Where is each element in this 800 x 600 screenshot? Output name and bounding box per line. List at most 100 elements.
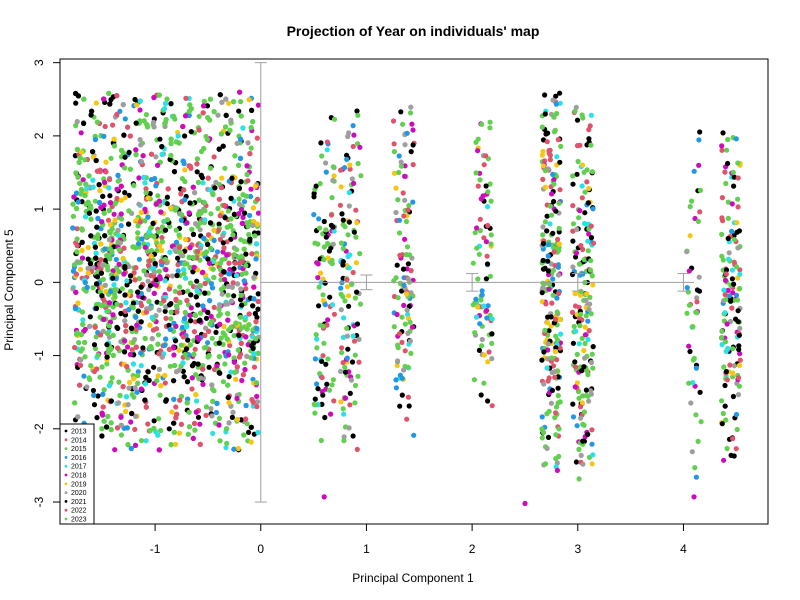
- data-point: [220, 249, 226, 255]
- data-point: [215, 205, 221, 212]
- data-point: [315, 261, 321, 267]
- data-point: [226, 271, 232, 277]
- data-point: [96, 182, 102, 188]
- data-point: [587, 123, 593, 129]
- data-point: [556, 426, 562, 432]
- data-point: [231, 359, 237, 365]
- data-point: [232, 369, 238, 375]
- data-point: [172, 338, 179, 344]
- data-point: [180, 158, 186, 164]
- data-point: [133, 152, 139, 158]
- data-point: [722, 169, 728, 175]
- data-point: [231, 266, 237, 272]
- data-point: [230, 232, 236, 238]
- data-point: [725, 160, 731, 167]
- data-point: [72, 344, 78, 351]
- legend: 2013201420152016201720182019202020212022…: [59, 423, 95, 525]
- data-point: [107, 222, 114, 228]
- data-point: [174, 309, 180, 315]
- data-point: [228, 216, 234, 222]
- data-point: [165, 186, 171, 192]
- data-point: [93, 255, 99, 261]
- data-point: [696, 288, 703, 294]
- data-point: [692, 465, 698, 471]
- data-point: [138, 350, 144, 356]
- data-point: [330, 377, 336, 383]
- data-point: [195, 361, 201, 367]
- legend-marker: [64, 473, 68, 477]
- data-point: [324, 139, 330, 145]
- data-point: [349, 359, 356, 365]
- data-point: [556, 453, 562, 460]
- data-point: [213, 179, 219, 185]
- data-point: [188, 280, 194, 286]
- data-point: [168, 316, 174, 322]
- data-point: [243, 416, 249, 422]
- data-point: [229, 175, 235, 181]
- data-point: [178, 217, 184, 223]
- data-point: [85, 244, 91, 251]
- data-point: [106, 207, 112, 214]
- data-point: [478, 297, 484, 303]
- data-point: [194, 161, 200, 167]
- data-point: [485, 359, 491, 365]
- data-point: [485, 189, 491, 195]
- data-point: [105, 308, 111, 314]
- data-point: [82, 354, 88, 360]
- data-point: [720, 130, 726, 136]
- data-point: [73, 100, 79, 106]
- data-point: [323, 160, 329, 166]
- data-point: [401, 367, 407, 373]
- data-point: [589, 441, 595, 447]
- data-point: [238, 206, 244, 213]
- data-point: [477, 228, 483, 234]
- data-point: [246, 232, 252, 238]
- data-point: [731, 183, 737, 189]
- data-point: [574, 423, 580, 429]
- data-point: [730, 436, 736, 442]
- data-point: [155, 432, 161, 438]
- data-point: [74, 243, 80, 249]
- data-point: [240, 214, 246, 220]
- data-point: [130, 361, 136, 367]
- data-point: [149, 314, 155, 321]
- data-point: [689, 198, 695, 204]
- data-point: [253, 380, 260, 386]
- data-point: [178, 342, 184, 348]
- data-point: [314, 345, 320, 351]
- data-point: [132, 277, 138, 283]
- data-point: [252, 311, 258, 317]
- data-point: [123, 328, 129, 334]
- data-point: [719, 335, 725, 341]
- data-point: [204, 136, 210, 143]
- data-point: [121, 349, 128, 355]
- data-point: [110, 352, 116, 358]
- data-point: [136, 241, 142, 247]
- data-point: [101, 387, 107, 393]
- data-point: [321, 494, 327, 500]
- data-point: [216, 370, 222, 376]
- data-point: [202, 217, 208, 223]
- data-point: [316, 225, 323, 231]
- data-point: [138, 284, 144, 290]
- data-point: [255, 291, 261, 297]
- data-point: [221, 202, 227, 209]
- data-point: [315, 241, 321, 247]
- data-point: [231, 252, 237, 258]
- data-point: [484, 204, 491, 210]
- data-point: [129, 325, 135, 331]
- data-point: [331, 173, 337, 179]
- data-point: [75, 414, 81, 420]
- data-point: [92, 346, 99, 352]
- data-point: [481, 235, 487, 241]
- data-point: [585, 393, 591, 399]
- data-point: [207, 321, 213, 327]
- data-point: [207, 96, 213, 102]
- data-point: [74, 146, 80, 153]
- data-point: [201, 98, 207, 104]
- data-point: [182, 316, 188, 322]
- data-point: [131, 182, 137, 188]
- data-point: [141, 118, 147, 124]
- data-point: [100, 404, 106, 410]
- data-point: [570, 181, 576, 187]
